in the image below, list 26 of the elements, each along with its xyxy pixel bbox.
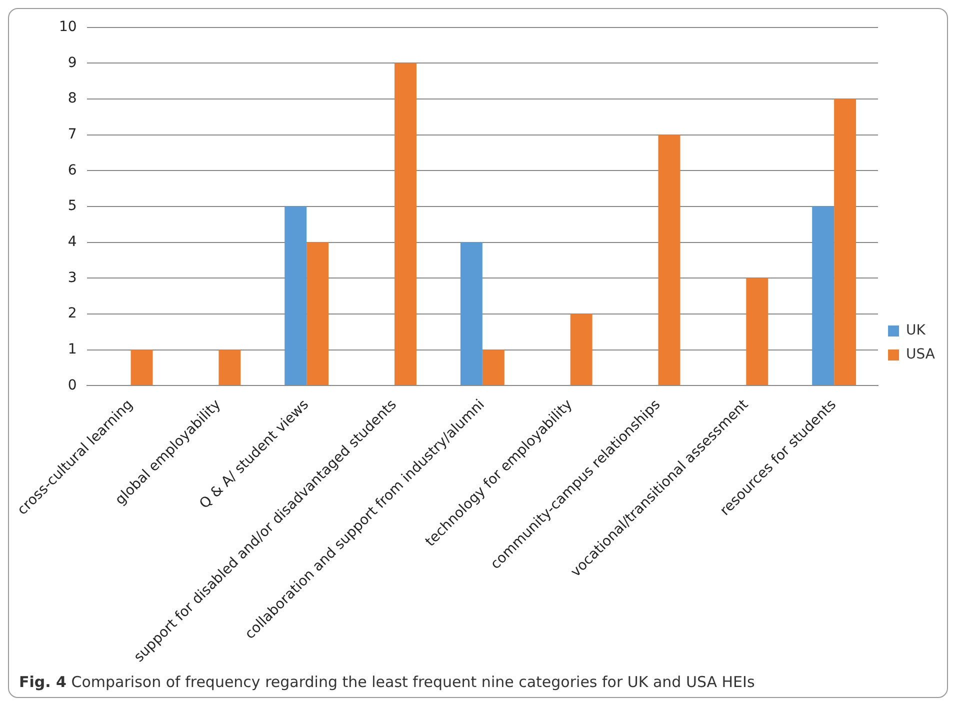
bar [746,278,768,386]
y-tick-label: 7 [68,126,77,143]
bar [306,242,329,386]
bar [284,206,307,386]
y-tick-label: 8 [68,90,77,107]
y-tick-label: 5 [68,198,77,214]
y-tick-label: 1 [68,341,77,358]
y-tick-label: 0 [68,377,77,394]
bar [130,350,153,386]
caption: Fig. 4 Comparison of frequency regarding the least frequent nine categories for UK and USA HEIs [18,672,756,693]
bar [812,206,834,386]
y-tick-label: 9 [68,54,77,71]
y-tick-label: 4 [68,234,77,250]
bar [570,314,592,386]
bar [482,350,504,386]
bar [460,242,482,386]
legend-label: UK [906,322,926,339]
y-tick-label: 2 [68,306,77,322]
bar [834,99,856,386]
y-tick-label: 3 [68,270,77,286]
y-tick-label: 10 [58,19,77,36]
legend-label: USA [906,346,936,363]
bar [394,63,416,386]
bar [658,134,680,386]
y-tick-label: 6 [68,162,77,178]
bar [218,350,241,386]
